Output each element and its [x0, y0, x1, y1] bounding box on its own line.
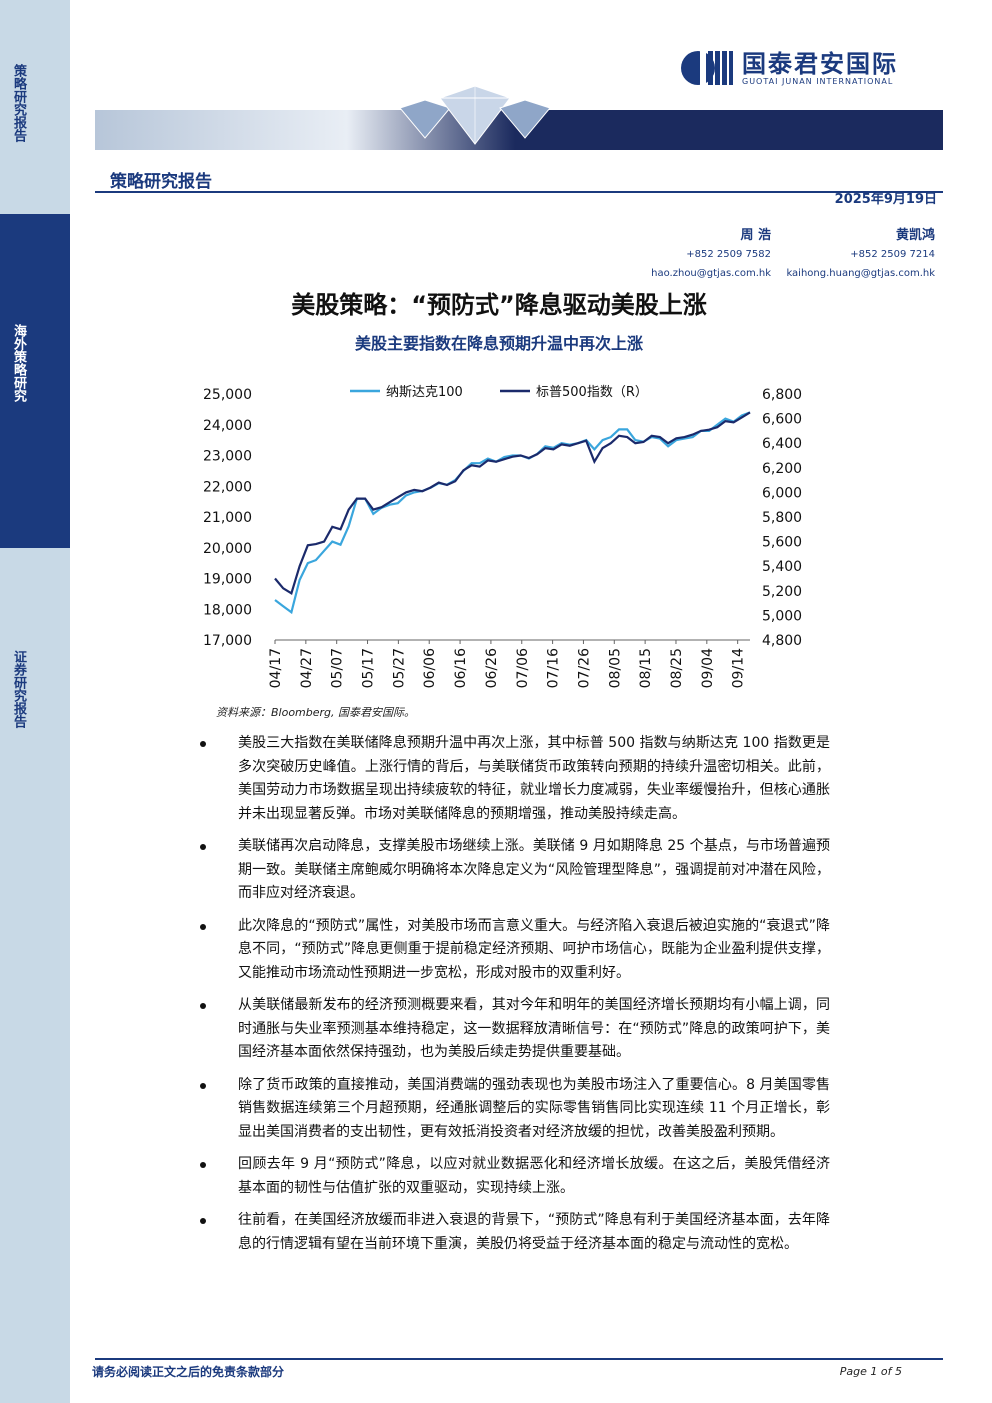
company-logo: 国泰君安国际 GUOTAI JUNAN INTERNATIONAL [680, 50, 898, 86]
y-left-tick-label: 23,000 [203, 449, 252, 465]
list-item: 往前看，在美国经济放缓而非进入衰退的背景下，“预防式”降息有利于美国经济基本面，… [200, 1209, 830, 1256]
x-tick-label: 05/27 [391, 648, 407, 688]
y-right-tick-label: 5,800 [762, 510, 802, 526]
disclaimer-link[interactable]: 请务必阅读正文之后的免责条款部分 [92, 1365, 285, 1379]
side-band-top: 策略研究报告 [0, 0, 70, 214]
side-band-middle: 海外策略研究 [0, 214, 70, 548]
y-right-tick-label: 6,000 [762, 485, 802, 501]
analyst-email[interactable]: hao.zhou@gtjas.com.hk [651, 268, 771, 279]
bullet-icon [200, 923, 206, 930]
y-left-tick-label: 25,000 [203, 387, 252, 403]
y-right-tick-label: 5,400 [762, 559, 802, 575]
list-item: 回顾去年 9 月“预防式”降息，以应对就业数据恶化和经济增长放缓。在这之后，美股… [200, 1153, 830, 1200]
x-tick-label: 09/04 [700, 648, 716, 688]
y-left-tick-label: 24,000 [203, 418, 252, 434]
index-chart: 17,000 18,000 19,000 20,000 21,000 22,000 23,0… [180, 370, 820, 700]
analyst-name: 黄凯鸿 [895, 228, 935, 243]
report-date: 2025年9月19日 [834, 192, 937, 207]
y-right-tick-label: 6,800 [762, 387, 802, 403]
header-divider [95, 191, 943, 193]
y-left-tick-label: 22,000 [203, 479, 252, 495]
y-right-tick-label: 5,200 [762, 584, 802, 600]
y-right-tick-label: 6,200 [762, 461, 802, 477]
y-left-tick-label: 17,000 [203, 633, 252, 649]
report-subtitle: 美股主要指数在降息预期升温中再次上涨 [354, 334, 643, 353]
x-tick-label: 07/16 [546, 648, 562, 688]
legend-label: 纳斯达克100 [386, 385, 463, 400]
chart-canvas: 17,000 18,000 19,000 20,000 21,000 22,000 23,0… [203, 385, 802, 688]
series-line-1 [274, 411, 751, 615]
x-tick-label: 06/16 [453, 648, 469, 688]
y-right-tick-label: 5,000 [762, 608, 802, 624]
bullet-icon [200, 741, 206, 747]
bullet-icon [200, 1162, 206, 1168]
logo-icon [681, 51, 733, 85]
analyst-email[interactable]: kaihong.huang@gtjas.com.hk [786, 268, 935, 279]
logo-name-cn: 国泰君安国际 [742, 49, 898, 78]
report-title: 美股策略：“预防式”降息驱动美股上涨 [291, 291, 707, 319]
y-left-tick-label: 19,000 [203, 572, 252, 588]
side-label-middle: 海外策略研究 [11, 324, 26, 402]
y-left-tick-label: 20,000 [203, 541, 252, 557]
y-right-tick-label: 5,600 [762, 535, 802, 551]
x-tick-label: 04/17 [268, 648, 284, 688]
bullet-icon [200, 844, 206, 850]
x-tick-label: 08/05 [607, 648, 623, 688]
x-tick-label: 06/26 [484, 648, 500, 688]
bullet-icon [200, 1218, 206, 1224]
list-item: 美联储再次启动降息，支撑美股市场继续上涨。美联储 9 月如期降息 25 个基点，… [200, 835, 830, 906]
x-tick-label: 05/17 [361, 648, 377, 688]
x-tick-label: 08/25 [669, 648, 685, 688]
y-left-tick-label: 21,000 [203, 510, 252, 526]
side-label-bottom: 证券研究报告 [11, 650, 26, 728]
diamond-icon [399, 85, 551, 145]
x-tick-label: 06/06 [422, 648, 438, 688]
list-item: 除了货币政策的直接推动，美国消费端的强劲表现也为美股市场注入了重要信心。8 月美… [200, 1074, 830, 1145]
y-left-tick-label: 18,000 [203, 602, 252, 618]
x-tick-label: 05/07 [330, 648, 346, 688]
key-points-list: 美股三大指数在美联储降息预期升温中再次上涨，其中标普 500 指数与纳斯达克 1… [200, 732, 830, 1265]
y-right-tick-label: 4,800 [762, 633, 802, 649]
analyst-card: 黄凯鸿 +852 2509 7214 kaihong.huang@gtjas.c… [786, 226, 935, 283]
y-right-tick-label: 6,600 [762, 412, 802, 428]
analyst-card: 周 浩 +852 2509 7582 hao.zhou@gtjas.com.hk [651, 226, 771, 283]
analyst-name: 周 浩 [740, 228, 771, 243]
list-item: 从美联储最新发布的经济预测概要来看，其对今年和明年的美国经济增长预期均有小幅上调… [200, 994, 830, 1065]
list-item: 此次降息的“预防式”属性，对美股市场而言意义重大。与经济陷入衰退后被迫实施的“衰… [200, 915, 830, 986]
x-tick-label: 07/26 [576, 648, 592, 688]
x-tick-label: 04/27 [299, 648, 315, 688]
analyst-phone: +852 2509 7582 [686, 249, 771, 260]
chart-source: 资料来源：Bloomberg, 国泰君安国际。 [216, 706, 416, 719]
series-line-2 [274, 411, 751, 595]
analyst-phone: +852 2509 7214 [850, 249, 935, 260]
bullet-icon [200, 1003, 206, 1009]
list-item: 美股三大指数在美联储降息预期升温中再次上涨，其中标普 500 指数与纳斯达克 1… [200, 732, 830, 826]
footer-divider [95, 1358, 943, 1360]
page-number: Page 1 of 5 [839, 1365, 902, 1378]
bullet-icon [200, 1082, 206, 1089]
logo-name-en: GUOTAI JUNAN INTERNATIONAL [742, 76, 894, 86]
y-right-tick-label: 6,400 [762, 436, 802, 452]
x-tick-label: 09/14 [731, 648, 747, 688]
x-tick-label: 07/06 [515, 648, 531, 688]
x-tick-label: 08/15 [638, 648, 654, 688]
legend-label: 标普500指数（R） [536, 385, 648, 400]
report-type: 策略研究报告 [110, 172, 212, 192]
side-band-bottom: 证券研究报告 [0, 548, 70, 1403]
side-label-top: 策略研究报告 [11, 64, 26, 142]
